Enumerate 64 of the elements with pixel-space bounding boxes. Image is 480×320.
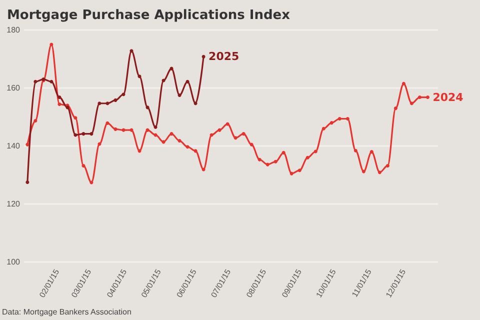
- point: [50, 80, 54, 84]
- point: [202, 54, 206, 58]
- point: [370, 150, 374, 154]
- point: [26, 180, 30, 184]
- point: [154, 125, 158, 129]
- point: [34, 119, 38, 123]
- point: [410, 102, 414, 106]
- point: [338, 116, 342, 120]
- point: [362, 170, 366, 174]
- point: [82, 132, 86, 136]
- point: [90, 132, 94, 136]
- point: [402, 82, 406, 86]
- point: [74, 116, 78, 120]
- point: [266, 162, 270, 166]
- point: [250, 142, 254, 146]
- point: [170, 132, 174, 136]
- point: [322, 126, 326, 130]
- point: [178, 139, 182, 143]
- point: [378, 170, 382, 174]
- point: [394, 106, 398, 110]
- point: [82, 164, 86, 168]
- point: [106, 121, 110, 125]
- y-tick-label: 120: [6, 200, 21, 208]
- point: [274, 160, 278, 164]
- point: [306, 156, 310, 160]
- text: Data: Mortgage Bankers Association: [2, 308, 132, 316]
- point: [218, 128, 222, 132]
- point: [122, 92, 126, 96]
- point: [114, 127, 118, 131]
- point: [282, 150, 286, 154]
- point: [186, 80, 190, 84]
- point: [226, 122, 230, 126]
- point: [26, 142, 30, 146]
- point: [130, 49, 134, 53]
- y-tick-label: 100: [6, 258, 21, 266]
- point: [138, 74, 142, 78]
- point: [354, 148, 358, 152]
- point: [186, 145, 190, 149]
- point: [258, 158, 262, 162]
- chart-title: Mortgage Purchase Applications Index: [7, 8, 291, 23]
- point: [114, 98, 118, 102]
- point: [178, 94, 182, 97]
- point: [330, 121, 334, 125]
- point: [298, 168, 302, 172]
- point: [106, 102, 110, 106]
- series-label: 2024: [432, 90, 464, 104]
- point: [290, 172, 294, 176]
- y-tick-label: 160: [6, 84, 21, 92]
- point: [58, 96, 62, 100]
- point: [194, 149, 198, 153]
- point: [234, 136, 238, 140]
- series-label: 2025: [208, 50, 240, 64]
- point: [242, 132, 246, 136]
- point: [58, 102, 62, 106]
- point: [194, 102, 198, 106]
- point: [426, 96, 430, 100]
- point: [314, 150, 318, 154]
- point: [386, 164, 390, 168]
- y-tick-label: 180: [6, 26, 21, 34]
- point: [34, 80, 38, 84]
- y-tick-label: 140: [6, 142, 21, 150]
- point: [98, 102, 102, 106]
- point: [346, 116, 350, 120]
- point: [418, 96, 422, 100]
